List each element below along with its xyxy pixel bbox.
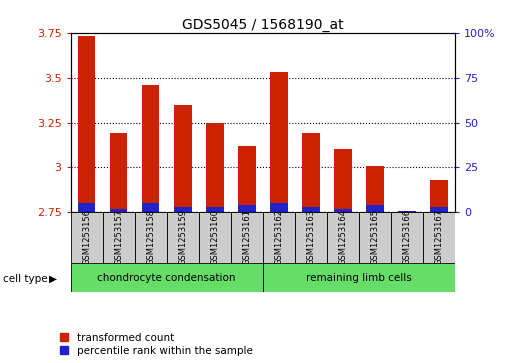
Bar [174,105,191,212]
Text: GSM1253164: GSM1253164 [338,209,347,265]
Bar [174,207,191,212]
Text: GSM1253159: GSM1253159 [178,209,187,265]
Bar [295,212,327,263]
Text: GSM1253161: GSM1253161 [242,209,251,265]
Bar [103,212,135,263]
Bar [110,133,128,212]
Bar [238,205,256,212]
Bar [71,212,103,263]
Text: GSM1253157: GSM1253157 [114,209,123,265]
Bar [231,212,263,263]
Bar [142,85,160,212]
Text: GSM1253167: GSM1253167 [435,209,444,265]
Bar [135,212,167,263]
Text: GSM1253160: GSM1253160 [210,209,219,265]
Bar [327,212,359,263]
Bar [398,211,416,212]
Bar [263,212,295,263]
Bar [366,205,384,212]
Bar [206,207,223,212]
Bar [359,212,391,263]
Text: GSM1253166: GSM1253166 [403,209,412,265]
Text: ▶: ▶ [49,274,56,284]
Legend: transformed count, percentile rank within the sample: transformed count, percentile rank withi… [60,333,253,356]
Bar [270,203,288,212]
Text: GSM1253165: GSM1253165 [370,209,379,265]
Bar [423,212,455,263]
Bar [263,263,455,292]
Bar [391,212,423,263]
Bar [302,133,320,212]
Bar [78,203,95,212]
Text: remaining limb cells: remaining limb cells [306,273,412,283]
Bar [430,207,448,212]
Text: GSM1253162: GSM1253162 [275,209,283,265]
Text: GSM1253156: GSM1253156 [82,209,91,265]
Bar [334,209,351,212]
Bar [302,207,320,212]
Title: GDS5045 / 1568190_at: GDS5045 / 1568190_at [182,18,344,32]
Bar [270,72,288,212]
Bar [366,166,384,212]
Bar [430,180,448,212]
Text: GSM1253158: GSM1253158 [146,209,155,265]
Bar [71,263,263,292]
Bar [110,209,128,212]
Text: chondrocyte condensation: chondrocyte condensation [97,273,236,283]
Bar [167,212,199,263]
Bar [199,212,231,263]
Bar [78,36,95,212]
Bar [398,211,416,212]
Bar [334,150,351,212]
Bar [238,146,256,212]
Bar [206,123,223,212]
Bar [142,203,160,212]
Text: GSM1253163: GSM1253163 [306,209,315,265]
Text: cell type: cell type [3,274,47,284]
